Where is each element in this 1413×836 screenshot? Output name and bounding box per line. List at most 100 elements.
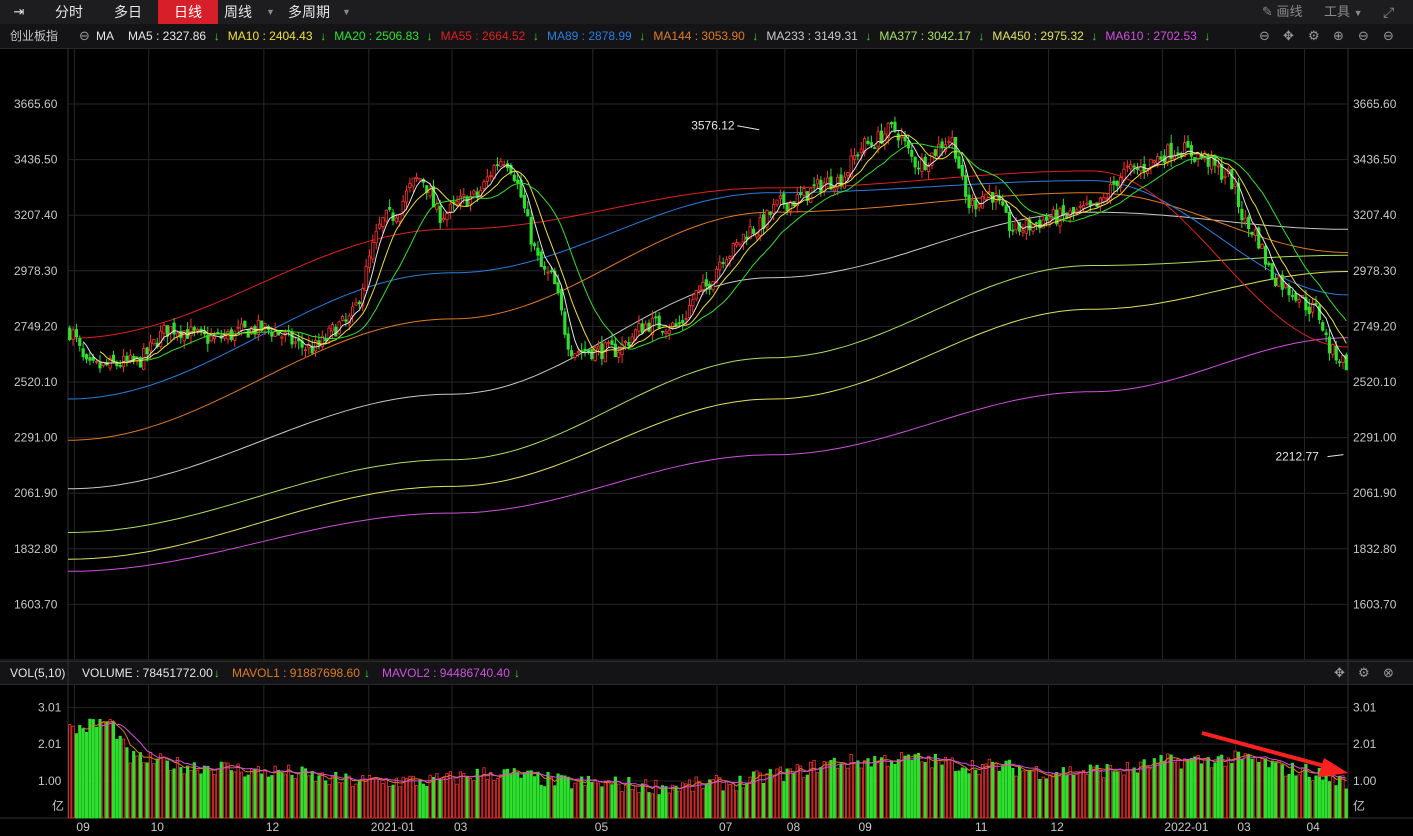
candle-body <box>1304 297 1308 311</box>
candle-body <box>876 131 880 147</box>
volume-bar <box>300 766 304 819</box>
candle-body <box>1021 230 1025 233</box>
move-icon[interactable]: ✥ <box>1283 28 1294 43</box>
volume-bar <box>495 778 500 819</box>
ma-legend-item[interactable]: MA233 : 3149.31 <box>766 29 858 43</box>
candle-body <box>698 285 702 291</box>
volume-legend-item[interactable]: MAVOL2 : 94486740.40 <box>382 666 510 680</box>
candle-body <box>132 355 136 362</box>
candle-body <box>906 140 911 149</box>
candle-body <box>933 149 937 156</box>
volume-bar <box>603 780 607 819</box>
close-icon[interactable]: ⊖ <box>1358 28 1369 43</box>
volume-close-icon[interactable]: ⊗ <box>1383 665 1394 680</box>
volume-bar <box>415 785 419 819</box>
volume-bar <box>91 719 95 819</box>
tab-daily[interactable]: 日线 <box>158 0 218 24</box>
ma-legend-item[interactable]: MA10 : 2404.43 <box>227 29 313 43</box>
candle-body <box>701 281 705 290</box>
volume-bar <box>138 752 143 819</box>
volume-bar <box>623 784 628 819</box>
volume-bar <box>826 761 830 819</box>
candle-body <box>1341 355 1345 364</box>
add-indicator-icon[interactable]: ⊕ <box>1333 28 1344 43</box>
fullscreen-icon[interactable]: ⤢ <box>1383 4 1395 20</box>
candle-body <box>644 323 648 332</box>
multi-period-dropdown-icon[interactable]: ▼ <box>342 7 351 17</box>
volume-bar <box>263 769 267 819</box>
ma-curve-ma450 <box>67 271 1349 560</box>
candle-body <box>1314 302 1318 305</box>
volume-bar <box>371 778 375 819</box>
ma-legend-item[interactable]: MA5 : 2327.86 <box>128 29 207 43</box>
volume-bar <box>852 763 857 819</box>
candle-body <box>1236 182 1241 207</box>
volume-bar <box>879 757 884 819</box>
volume-bar <box>1018 766 1022 819</box>
draw-line-button[interactable]: ✎ 画线 <box>1262 4 1303 19</box>
volume-bar <box>505 768 510 819</box>
ma-legend-item[interactable]: MA377 : 3042.17 <box>879 29 971 43</box>
collapse-icon[interactable]: ⊖ <box>1259 28 1270 43</box>
volume-bar <box>785 768 789 819</box>
volume-bar <box>532 776 537 819</box>
weekly-dropdown-icon[interactable]: ▼ <box>266 7 275 17</box>
volume-indicator-title[interactable]: VOL(5,10) <box>10 666 66 680</box>
candle-body <box>1038 219 1042 229</box>
volume-bar <box>502 769 506 819</box>
candle-body <box>297 338 301 342</box>
candle-body <box>1277 276 1281 287</box>
volume-bar <box>1327 781 1332 819</box>
volume-legend-item[interactable]: MAVOL1 : 91887698.60 <box>232 666 360 680</box>
candle-body <box>879 130 884 144</box>
volume-bar <box>1311 780 1315 819</box>
candle-body <box>172 322 176 335</box>
volume-bar <box>896 759 900 819</box>
volume-bar <box>805 774 809 819</box>
tab-weekly[interactable]: 周线 <box>224 4 252 20</box>
volume-bar <box>991 761 995 819</box>
volume-bar <box>627 776 631 819</box>
ma-legend-item[interactable]: MA20 : 2506.83 <box>334 29 419 43</box>
candle-body <box>428 189 432 197</box>
volume-move-icon[interactable]: ✥ <box>1334 665 1345 680</box>
volume-legend-item[interactable]: VOLUME : 78451772.00 <box>82 666 213 680</box>
ma-legend-item[interactable]: MA55 : 2664.52 <box>440 29 526 43</box>
volume-bar <box>354 783 358 819</box>
volume-bar <box>910 759 914 819</box>
tools-button[interactable]: 工具 ▼ <box>1324 4 1363 19</box>
indicator-dropdown-icon[interactable]: ⊖ <box>79 28 90 43</box>
candle-body <box>253 325 257 335</box>
volume-bar <box>340 782 345 819</box>
candle-body <box>1071 207 1076 214</box>
ma-legend-item[interactable]: MA89 : 2878.99 <box>547 29 632 43</box>
candle-body <box>1220 163 1224 180</box>
settings-gear-icon[interactable]: ⚙ <box>1308 28 1320 43</box>
ma-legend-item[interactable]: MA610 : 2702.53 <box>1105 29 1197 43</box>
candle-body <box>519 179 523 198</box>
volume-bar <box>361 775 365 819</box>
candle-body <box>1300 295 1305 298</box>
tab-multi-period[interactable]: 多周期 <box>288 4 330 20</box>
ma-legend-item[interactable]: MA144 : 3053.90 <box>653 29 745 43</box>
indicator-name[interactable]: MA <box>96 29 114 43</box>
remove-icon[interactable]: ⊖ <box>1383 28 1394 43</box>
volume-settings-gear-icon[interactable]: ⚙ <box>1358 665 1370 680</box>
tab-intraday[interactable]: 分时 <box>55 4 83 20</box>
sidebar-toggle-icon[interactable]: ⇥ <box>13 4 25 19</box>
tab-multi-day[interactable]: 多日 <box>114 4 142 20</box>
candle-body <box>495 164 500 167</box>
volume-bar <box>1031 770 1035 819</box>
candle-body <box>98 362 102 369</box>
candle-body <box>425 185 429 194</box>
candle-body <box>1055 209 1059 225</box>
ma-legend-item[interactable]: MA450 : 2975.32 <box>992 29 1084 43</box>
volume-bar <box>148 752 153 819</box>
candle-body <box>1092 203 1096 205</box>
candle-body <box>1331 344 1335 355</box>
x-tick-label: 2021-01 <box>371 820 415 834</box>
volume-bar <box>890 761 894 819</box>
volume-bar <box>741 787 745 819</box>
candle-body <box>788 201 793 212</box>
